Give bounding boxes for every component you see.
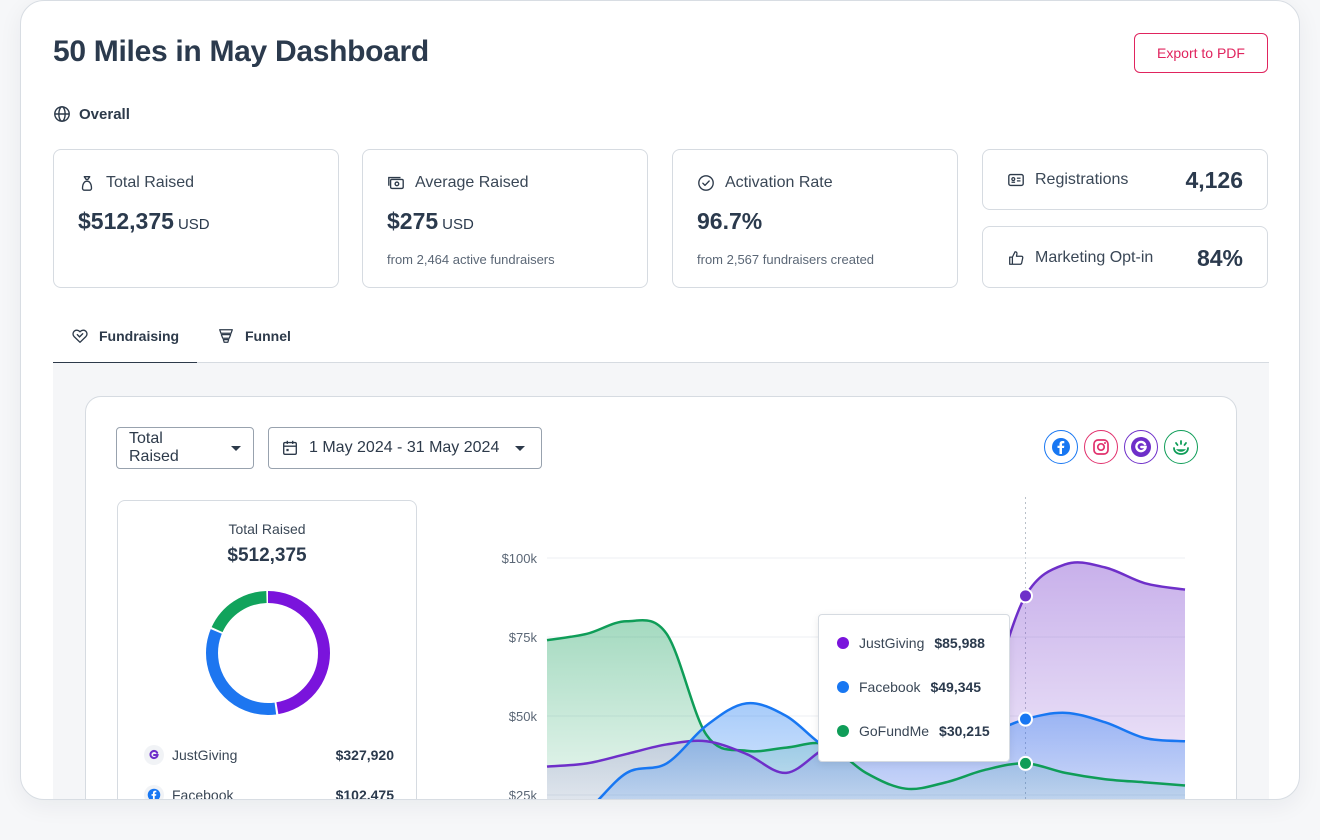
chart-tooltip: JustGiving $85,988 Facebook $49,345 GoFund…: [818, 614, 1010, 762]
donut-summary-card: Total Raised $512,375 JustGiving $327,92…: [117, 500, 417, 800]
id-card-icon: [1008, 173, 1024, 187]
gofundme-filter-button[interactable]: [1164, 430, 1198, 464]
marketing-optin-label: Marketing Opt-in: [1035, 249, 1154, 266]
tooltip-name: GoFundMe: [859, 723, 930, 739]
registrations-value: 4,126: [1185, 167, 1243, 193]
total-raised-card: Total Raised $512,375 USD: [53, 149, 339, 288]
y-tick-label: $50k: [509, 709, 538, 724]
gofundme-dot-icon: [837, 725, 849, 737]
hover-point-justgiving: [1018, 588, 1033, 604]
activation-rate-value: 96.7%: [697, 208, 763, 234]
y-tick-label: $100k: [502, 551, 538, 566]
registrations-label: Registrations: [1035, 171, 1129, 188]
tooltip-row-facebook: Facebook $49,345: [837, 679, 981, 695]
tab-funnel-label: Funnel: [245, 328, 291, 344]
tab-fundraising[interactable]: Fundraising: [52, 327, 198, 364]
y-tick-label: $75k: [509, 630, 538, 645]
tooltip-name: Facebook: [859, 679, 921, 695]
tooltip-value: $85,988: [934, 635, 985, 651]
marketing-optin-card: Marketing Opt-in 84%: [982, 226, 1268, 288]
average-raised-sub: from 2,464 active fundraisers: [387, 252, 555, 267]
justgiving-icon: [1131, 437, 1151, 457]
facebook-dot-icon: [837, 681, 849, 693]
overall-label: Overall: [79, 105, 130, 123]
legend-item-facebook: Facebook $102,475: [144, 785, 394, 800]
tooltip-name: JustGiving: [859, 635, 925, 651]
caret-down-icon: [515, 445, 526, 451]
facebook-filter-button[interactable]: [1044, 430, 1078, 464]
average-raised-value: $275: [387, 208, 439, 234]
y-tick-label: $25k: [509, 788, 538, 800]
overall-section-header: Overall: [53, 105, 130, 123]
total-raised-unit: USD: [177, 216, 210, 233]
donut-slice-justgiving: [206, 591, 330, 715]
tab-funnel[interactable]: Funnel: [217, 327, 291, 345]
area-facebook: [599, 703, 1185, 799]
thumbs-up-icon: [1009, 251, 1024, 265]
series-line-gofundme: [546, 618, 1186, 791]
legend-item-justgiving: JustGiving $327,920: [144, 745, 394, 765]
metric-select[interactable]: Total Raised: [116, 427, 254, 469]
average-raised-unit: USD: [442, 216, 474, 233]
donut-title: Total Raised: [228, 521, 306, 537]
export-pdf-button[interactable]: Export to PDF: [1134, 33, 1268, 73]
activation-rate-label: Activation Rate: [725, 174, 833, 191]
marketing-optin-value: 84%: [1196, 245, 1243, 271]
activation-rate-card: Activation Rate 96.7% from 2,567 fundrai…: [672, 149, 958, 288]
legend-value: $102,475: [335, 787, 394, 800]
facebook-icon: [144, 785, 164, 799]
globe-icon: [54, 106, 70, 122]
donut-total: $512,375: [227, 545, 307, 566]
calendar-icon: [283, 440, 297, 455]
average-raised-label: Average Raised: [415, 174, 529, 191]
date-range-value: 1 May 2024 - 31 May 2024: [309, 439, 500, 456]
tooltip-row-gofundme: GoFundMe $30,215: [837, 723, 990, 739]
dashboard-window: 50 Miles in May Dashboard Export to PDF …: [20, 0, 1300, 800]
date-range-select[interactable]: 1 May 2024 - 31 May 2024: [268, 427, 542, 469]
average-raised-card: Average Raised $275 USD from 2,464 active…: [362, 149, 648, 288]
metric-select-value: Total Raised: [129, 430, 179, 465]
funnel-icon: [219, 329, 233, 343]
heart-handshake-icon: [72, 329, 88, 343]
hover-point-facebook: [1018, 711, 1033, 727]
donut-slice-facebook: [206, 591, 330, 715]
check-circle-icon: [698, 175, 714, 191]
cash-icon: [388, 176, 404, 190]
legend-value: $327,920: [335, 747, 394, 763]
justgiving-filter-button[interactable]: [1124, 430, 1158, 464]
tooltip-row-justgiving: JustGiving $85,988: [837, 635, 985, 651]
facebook-icon: [1052, 438, 1070, 456]
tooltip-value: $49,345: [930, 679, 982, 695]
instagram-icon: [1093, 439, 1109, 455]
total-raised-value: $512,375: [78, 208, 174, 234]
money-bag-icon: [81, 176, 93, 191]
justgiving-dot-icon: [837, 637, 849, 649]
tab-fundraising-label: Fundraising: [99, 328, 180, 344]
tooltip-value: $30,215: [939, 723, 990, 739]
justgiving-icon: [144, 745, 164, 765]
registrations-card: Registrations 4,126: [982, 149, 1268, 210]
caret-down-icon: [231, 445, 241, 451]
legend-name: JustGiving: [172, 747, 238, 763]
hover-point-gofundme: [1018, 755, 1033, 771]
donut-chart: [206, 591, 330, 715]
total-raised-label: Total Raised: [106, 174, 195, 191]
legend-name: Facebook: [172, 787, 234, 800]
gofundme-icon: [1173, 440, 1189, 455]
page-title: 50 Miles in May Dashboard: [53, 35, 429, 68]
tab-bar: Fundraising Funnel: [52, 317, 1269, 364]
activation-rate-sub: from 2,567 fundraisers created: [697, 252, 875, 267]
instagram-filter-button[interactable]: [1084, 430, 1118, 464]
